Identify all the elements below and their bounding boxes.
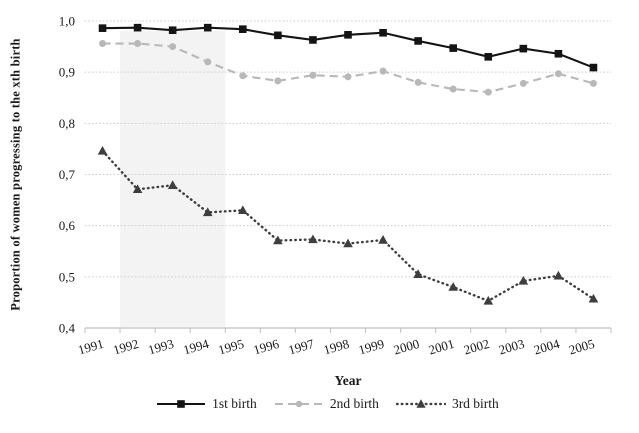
legend-item-2nd-birth: 2nd birth <box>274 396 379 412</box>
marker-square <box>449 44 457 52</box>
x-tick-label: 2000 <box>392 336 421 358</box>
marker-square <box>274 31 282 40</box>
x-tick-label: 2005 <box>567 336 596 358</box>
marker-square <box>519 44 528 53</box>
marker-circle <box>519 79 527 87</box>
marker-square <box>203 23 212 32</box>
x-tick-label: 2004 <box>532 336 562 358</box>
marker-square <box>239 25 247 33</box>
marker-triangle <box>588 293 599 303</box>
x-axis-title: Year <box>334 373 362 388</box>
y-axis-title: Proportion of women progressing to the x… <box>8 38 23 311</box>
legend-label-3rd-birth: 3rd birth <box>451 396 499 411</box>
series-3rd-birth <box>97 145 599 305</box>
marker-square <box>379 28 387 37</box>
y-tick-label: 0,9 <box>59 65 75 80</box>
x-tick-label: 1994 <box>181 336 211 358</box>
marker-square <box>168 26 177 35</box>
marker-triangle <box>378 234 388 244</box>
x-tick-label: 1998 <box>322 336 351 358</box>
marker-circle <box>239 72 247 80</box>
x-tick-label: 2001 <box>427 336 456 358</box>
legend-marker-triangle <box>416 399 426 408</box>
x-tick-label: 1992 <box>111 336 140 358</box>
marker-triangle <box>97 145 108 155</box>
y-tick-label: 1,0 <box>59 14 75 29</box>
marker-square <box>484 53 493 61</box>
marker-square <box>589 63 598 72</box>
marker-circle <box>589 79 597 87</box>
legend-item-3rd-birth: 3rd birth <box>395 396 499 412</box>
marker-circle <box>449 85 457 93</box>
legend-label-1st-birth: 1st birth <box>212 396 257 411</box>
y-tick-label: 0,7 <box>59 167 76 182</box>
marker-circle <box>554 70 562 78</box>
x-tick-label: 1995 <box>216 336 245 358</box>
marker-square <box>309 36 317 44</box>
marker-triangle <box>273 235 283 245</box>
y-tick-label: 0,8 <box>59 116 75 131</box>
marker-triangle <box>518 275 529 285</box>
legend-marker-square <box>177 400 185 408</box>
marker-triangle <box>483 295 494 305</box>
y-tick-label: 0,5 <box>59 269 75 284</box>
marker-circle <box>414 78 422 86</box>
marker-triangle <box>238 205 248 215</box>
marker-triangle <box>202 207 213 217</box>
marker-triangle <box>448 282 458 291</box>
marker-circle <box>134 40 142 48</box>
marker-triangle <box>167 180 178 189</box>
marker-triangle <box>553 270 564 280</box>
marker-circle <box>379 67 387 75</box>
legend: 1st birth 2nd birth 3rd birth <box>8 396 639 412</box>
x-tick-label: 2003 <box>497 336 526 358</box>
legend-swatch-1st-birth <box>157 400 206 408</box>
marker-square <box>133 23 142 32</box>
marker-triangle <box>132 184 143 194</box>
marker-circle <box>344 73 352 81</box>
y-tick-label: 0,4 <box>59 321 76 336</box>
marker-circle <box>169 43 177 51</box>
legend-swatch-2nd-birth <box>274 400 323 408</box>
series-1st-birth <box>98 23 598 72</box>
marker-circle <box>274 77 282 85</box>
legend-marker-circle <box>295 400 303 408</box>
marker-circle <box>99 40 107 48</box>
x-tick-label: 1993 <box>146 336 175 358</box>
marker-square <box>414 37 422 45</box>
x-tick-label: 1999 <box>357 336 386 358</box>
legend-swatch-3rd-birth <box>395 399 446 408</box>
marker-triangle <box>308 234 318 244</box>
marker-circle <box>484 88 492 96</box>
series-2nd-birth <box>99 40 597 96</box>
marker-circle <box>309 71 317 79</box>
marker-square <box>344 31 352 39</box>
marker-triangle <box>413 269 423 278</box>
legend-item-1st-birth: 1st birth <box>156 396 257 412</box>
x-tick-label: 1997 <box>287 336 317 358</box>
x-tick-label: 1991 <box>76 336 105 358</box>
x-tick-label: 1996 <box>252 336 282 358</box>
marker-square <box>98 24 107 32</box>
marker-square <box>554 49 563 58</box>
marker-circle <box>204 58 212 66</box>
y-tick-label: 0,6 <box>59 218 76 233</box>
marker-triangle <box>343 238 353 248</box>
legend-label-2nd-birth: 2nd birth <box>329 396 379 411</box>
x-tick-label: 2002 <box>462 336 491 358</box>
shaded-region <box>120 31 226 327</box>
